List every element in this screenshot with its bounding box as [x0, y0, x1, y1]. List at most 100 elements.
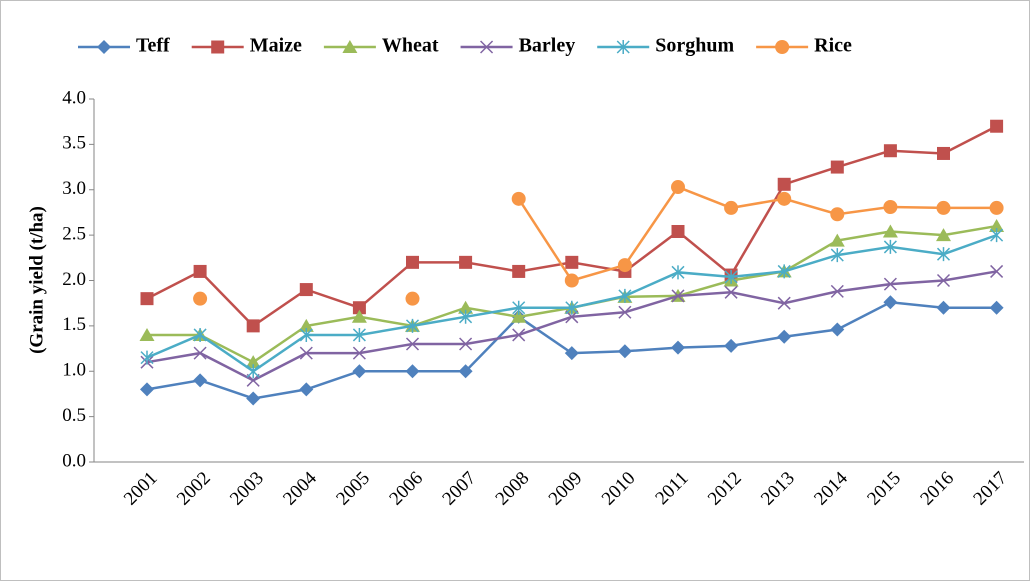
point: [246, 364, 260, 379]
point: [830, 207, 845, 222]
point: [405, 337, 420, 351]
point: [459, 309, 473, 324]
point: [830, 322, 845, 337]
point: [883, 144, 897, 158]
point: [617, 344, 632, 359]
y-tick-label: 2.5: [62, 223, 86, 244]
point: [512, 300, 526, 315]
point: [352, 327, 366, 342]
point: [405, 318, 420, 333]
point: [777, 296, 791, 310]
legend-label: Sorghum: [655, 35, 734, 57]
point: [724, 269, 738, 284]
point: [671, 340, 685, 355]
point: [618, 305, 632, 319]
point: [883, 199, 898, 214]
legend-item: Sorghum: [597, 35, 734, 57]
point: [617, 258, 632, 273]
point: [299, 346, 313, 360]
legend-item: Barley: [460, 35, 576, 57]
point: [140, 350, 154, 365]
point: [990, 264, 1004, 278]
point: [298, 318, 314, 332]
y-axis-title: (Grain yield (t/ha): [26, 206, 47, 354]
legend-item: Teff: [78, 35, 170, 57]
point: [671, 265, 685, 280]
point: [459, 255, 473, 269]
point: [299, 283, 313, 297]
point: [671, 224, 685, 238]
point: [565, 255, 579, 269]
point: [140, 382, 154, 397]
point: [246, 391, 261, 406]
point: [937, 146, 950, 160]
point: [777, 264, 791, 279]
point: [139, 327, 155, 341]
point: [936, 200, 951, 215]
point: [883, 295, 898, 310]
point: [512, 264, 526, 278]
y-tick-label: 3.0: [62, 178, 86, 199]
point: [458, 300, 474, 314]
point: [883, 277, 897, 291]
point: [352, 364, 367, 379]
point: [724, 338, 739, 353]
point: [990, 228, 1004, 243]
point: [618, 288, 632, 303]
point: [883, 239, 897, 254]
legend-item: Wheat: [323, 35, 439, 57]
point: [724, 200, 739, 215]
point: [405, 364, 420, 379]
point: [565, 310, 579, 324]
point: [246, 373, 260, 387]
point: [777, 329, 792, 344]
point: [989, 219, 1005, 233]
legend-marker: [97, 40, 111, 54]
y-tick-label: 2.0: [62, 269, 86, 290]
legend-marker: [480, 40, 494, 54]
series-line: [517, 185, 997, 282]
point: [830, 248, 844, 263]
point: [671, 289, 685, 303]
point: [564, 346, 579, 361]
point: [245, 355, 261, 369]
legend-label: Maize: [250, 35, 302, 57]
point: [829, 233, 845, 247]
point: [246, 319, 260, 333]
legend-item: Maize: [191, 35, 302, 57]
point: [565, 300, 579, 315]
point: [193, 327, 207, 342]
point: [511, 309, 527, 323]
point: [299, 382, 314, 397]
point: [512, 328, 526, 342]
legend-marker: [616, 40, 630, 54]
y-tick-label: 0.0: [62, 450, 86, 471]
point: [352, 346, 366, 360]
y-tick-label: 1.0: [62, 360, 86, 381]
point: [459, 337, 473, 351]
point: [989, 300, 1004, 315]
point: [193, 264, 207, 278]
legend-label: Barley: [519, 35, 576, 57]
legend-label: Rice: [814, 35, 852, 57]
point: [193, 346, 207, 360]
point: [882, 224, 898, 238]
point: [936, 273, 951, 288]
point: [352, 301, 366, 315]
point: [777, 177, 791, 191]
point: [936, 300, 951, 315]
legend-label: Teff: [136, 35, 170, 57]
point: [351, 309, 367, 323]
point: [193, 373, 208, 388]
y-tick-label: 4.0: [62, 87, 86, 108]
point: [936, 228, 951, 242]
point: [405, 291, 420, 306]
legend-label: Wheat: [382, 35, 439, 57]
legend-marker: [342, 40, 358, 53]
point: [299, 327, 313, 342]
point: [830, 284, 844, 298]
legend-marker: [211, 40, 225, 54]
point: [936, 247, 951, 262]
